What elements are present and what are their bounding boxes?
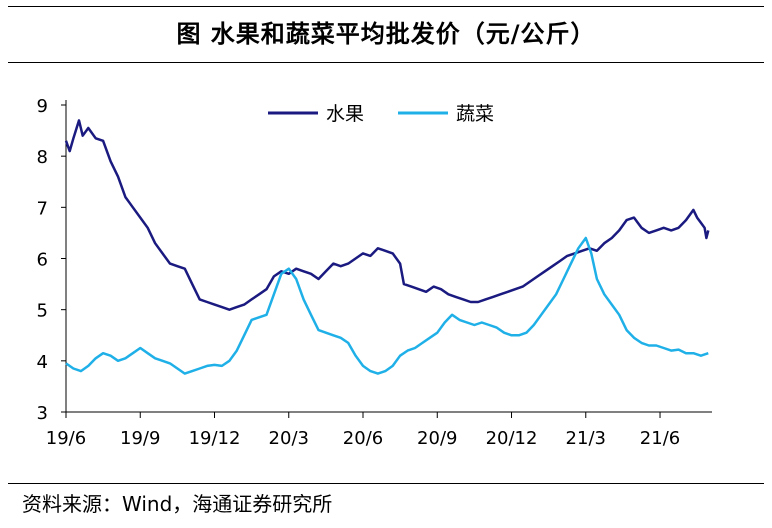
y-tick-label: 5 (37, 301, 48, 322)
series-lines (64, 119, 710, 375)
top-rule (8, 6, 764, 7)
series-line-fruit (64, 119, 710, 311)
legend-label: 水果 (326, 103, 364, 125)
x-axis: 19/6 19/9 19/12 20/3 20/6 20/9 20/12 21/3 21/6 (46, 411, 712, 449)
legend: 水果 蔬菜 (268, 103, 494, 125)
bottom-rule (8, 483, 764, 484)
legend-label: 蔬菜 (456, 103, 494, 125)
chart-title: 图 水果和蔬菜平均批发价（元/公斤） (176, 19, 596, 48)
title-rule (8, 62, 764, 63)
x-tick-label: 19/12 (189, 428, 241, 449)
y-tick-label: 9 (37, 96, 48, 117)
y-tick-label: 6 (37, 250, 48, 271)
y-tick-label: 8 (37, 147, 48, 168)
x-tick-label: 19/9 (120, 428, 160, 449)
series-line-vegetable (65, 236, 709, 375)
x-tick-label: 20/9 (417, 428, 457, 449)
y-tick-label: 4 (37, 352, 48, 373)
line-chart: 3 4 5 6 7 8 9 19/6 19/9 19/12 20/3 20/6 20/9 20/12 21… (37, 96, 712, 449)
x-tick-label: 21/6 (640, 428, 680, 449)
y-tick-label: 3 (37, 403, 48, 424)
y-axis: 3 4 5 6 7 8 9 (37, 96, 67, 424)
source-note: 资料来源：Wind，海通证券研究所 (22, 492, 333, 516)
y-tick-label: 7 (37, 198, 48, 219)
x-tick-label: 19/6 (46, 428, 86, 449)
x-tick-label: 20/3 (269, 428, 309, 449)
x-tick-label: 20/6 (343, 428, 383, 449)
x-tick-label: 20/12 (486, 428, 538, 449)
x-tick-label: 21/3 (566, 428, 606, 449)
